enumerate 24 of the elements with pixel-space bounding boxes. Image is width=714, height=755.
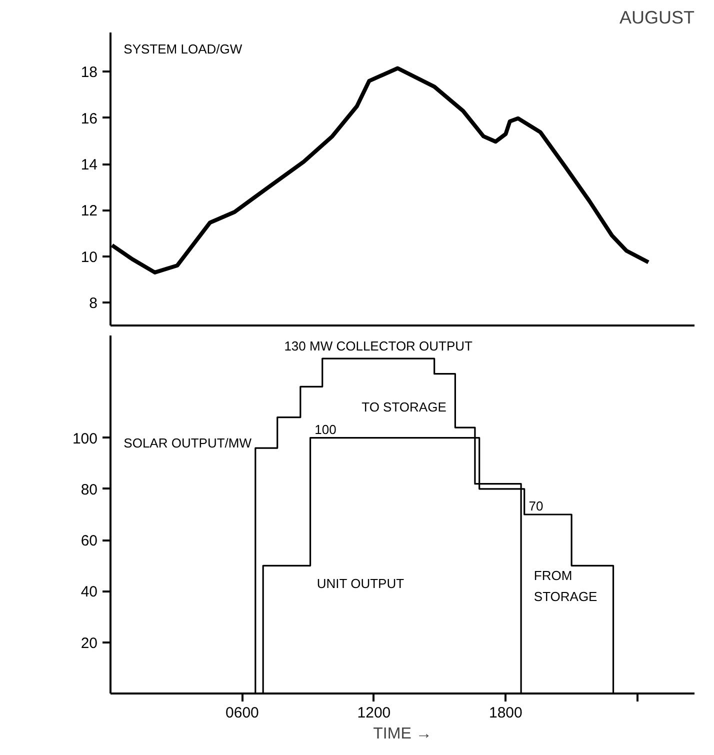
y-tick-label: 100 [72, 430, 98, 448]
data-label: 70 [528, 498, 544, 514]
y-tick-label: 40 [80, 584, 98, 601]
series-label: UNIT OUTPUT [316, 576, 404, 591]
y-tick-label: 12 [80, 202, 98, 220]
y-tick-label: 10 [80, 248, 98, 266]
y-tick-label: 20 [80, 634, 98, 652]
x-tick-label: 1800 [489, 704, 522, 722]
data-label: 100 [314, 422, 336, 437]
x-tick-label: 0600 [226, 704, 259, 722]
y-tick-label: 18 [80, 64, 98, 82]
y-axis-title: SYSTEM LOAD/GW [124, 41, 243, 56]
x-tick-label: 1200 [357, 704, 391, 722]
x-axis-title: TIME → [373, 726, 432, 742]
annotation: FROM STORAGE [534, 568, 598, 604]
y-tick-label: 8 [89, 294, 98, 312]
y-axis-title: SOLAR OUTPUT/MW [124, 436, 252, 451]
y-tick-label: 80 [80, 481, 98, 498]
y-tick-label: 16 [80, 110, 98, 128]
annotation: TO STORAGE [362, 400, 447, 415]
y-tick-label: 60 [80, 532, 98, 550]
chart-title: AUGUST [619, 8, 695, 28]
y-tick-label: 14 [80, 156, 98, 174]
series-label: 130 MW COLLECTOR OUTPUT [284, 338, 473, 354]
